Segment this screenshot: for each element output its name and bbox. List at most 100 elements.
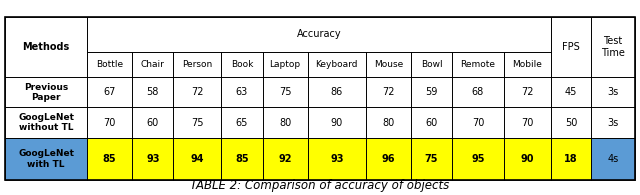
Text: 58: 58 bbox=[147, 87, 159, 97]
Text: Laptop: Laptop bbox=[269, 60, 301, 69]
Bar bbox=[452, 138, 504, 180]
Text: 72: 72 bbox=[522, 87, 534, 97]
Text: 67: 67 bbox=[104, 87, 116, 97]
Text: 4s: 4s bbox=[607, 154, 618, 164]
Bar bbox=[173, 52, 221, 77]
Text: GoogLeNet
with TL: GoogLeNet with TL bbox=[18, 149, 74, 169]
Bar bbox=[366, 138, 411, 180]
Bar bbox=[591, 77, 635, 107]
Bar bbox=[221, 77, 262, 107]
Bar bbox=[366, 52, 411, 77]
Bar bbox=[132, 52, 173, 77]
Bar bbox=[307, 107, 366, 138]
Text: 86: 86 bbox=[331, 87, 343, 97]
Bar bbox=[262, 138, 307, 180]
Bar bbox=[552, 107, 591, 138]
Text: 60: 60 bbox=[147, 118, 159, 128]
Text: 85: 85 bbox=[235, 154, 249, 164]
Bar bbox=[504, 138, 552, 180]
Bar bbox=[132, 77, 173, 107]
Text: 63: 63 bbox=[236, 87, 248, 97]
Text: 92: 92 bbox=[278, 154, 292, 164]
Text: 3s: 3s bbox=[607, 118, 618, 128]
Bar bbox=[173, 77, 221, 107]
Bar bbox=[262, 52, 307, 77]
Text: Mouse: Mouse bbox=[374, 60, 403, 69]
Bar bbox=[87, 107, 132, 138]
Bar bbox=[366, 107, 411, 138]
Bar bbox=[307, 52, 366, 77]
Bar bbox=[221, 138, 262, 180]
Bar bbox=[591, 138, 635, 180]
Text: Test
Time: Test Time bbox=[601, 36, 625, 58]
Bar bbox=[87, 138, 132, 180]
Text: 75: 75 bbox=[279, 87, 291, 97]
Bar bbox=[411, 138, 452, 180]
Text: 80: 80 bbox=[279, 118, 291, 128]
Text: 59: 59 bbox=[426, 87, 438, 97]
Bar bbox=[173, 107, 221, 138]
Bar bbox=[5, 77, 87, 107]
Bar bbox=[552, 17, 591, 77]
Bar bbox=[591, 107, 635, 138]
Text: 93: 93 bbox=[146, 154, 159, 164]
Text: 70: 70 bbox=[104, 118, 116, 128]
Bar bbox=[5, 17, 635, 180]
Bar bbox=[221, 138, 262, 180]
Bar bbox=[5, 138, 87, 180]
Text: 72: 72 bbox=[191, 87, 204, 97]
Bar bbox=[552, 138, 591, 180]
Bar bbox=[87, 138, 132, 180]
Text: Person: Person bbox=[182, 60, 212, 69]
Bar bbox=[132, 138, 173, 180]
Text: 72: 72 bbox=[382, 87, 395, 97]
Bar bbox=[262, 77, 307, 107]
Bar bbox=[5, 107, 87, 138]
Text: Methods: Methods bbox=[22, 42, 70, 52]
Bar bbox=[411, 107, 452, 138]
Text: Accuracy: Accuracy bbox=[297, 29, 342, 39]
Text: 70: 70 bbox=[522, 118, 534, 128]
Bar bbox=[411, 77, 452, 107]
Text: Chair: Chair bbox=[141, 60, 164, 69]
Bar bbox=[87, 52, 132, 77]
Bar bbox=[132, 138, 173, 180]
Bar bbox=[411, 138, 452, 180]
Text: Remote: Remote bbox=[460, 60, 495, 69]
Text: 18: 18 bbox=[564, 154, 578, 164]
Text: 75: 75 bbox=[191, 118, 204, 128]
Bar bbox=[221, 52, 262, 77]
Text: Mobile: Mobile bbox=[513, 60, 543, 69]
Text: Previous
Paper: Previous Paper bbox=[24, 83, 68, 102]
Text: Book: Book bbox=[230, 60, 253, 69]
Text: 50: 50 bbox=[565, 118, 577, 128]
Text: TABLE 2: Comparison of accuracy of objects: TABLE 2: Comparison of accuracy of objec… bbox=[190, 179, 450, 192]
Bar bbox=[5, 17, 87, 77]
Text: 45: 45 bbox=[565, 87, 577, 97]
Text: 65: 65 bbox=[236, 118, 248, 128]
Text: FPS: FPS bbox=[562, 42, 580, 52]
Bar bbox=[173, 138, 221, 180]
Text: GoogLeNet
without TL: GoogLeNet without TL bbox=[18, 113, 74, 132]
Bar bbox=[5, 138, 87, 180]
Bar bbox=[504, 138, 552, 180]
Bar bbox=[87, 77, 132, 107]
Bar bbox=[307, 138, 366, 180]
Text: 75: 75 bbox=[425, 154, 438, 164]
Bar bbox=[504, 52, 552, 77]
Text: 96: 96 bbox=[381, 154, 396, 164]
Bar bbox=[452, 138, 504, 180]
Text: Bottle: Bottle bbox=[96, 60, 123, 69]
Bar bbox=[173, 138, 221, 180]
Bar bbox=[366, 138, 411, 180]
Bar bbox=[366, 77, 411, 107]
Bar bbox=[552, 138, 591, 180]
Text: 60: 60 bbox=[426, 118, 438, 128]
Bar bbox=[591, 17, 635, 77]
Bar bbox=[452, 52, 504, 77]
Bar bbox=[221, 107, 262, 138]
Text: 3s: 3s bbox=[607, 87, 618, 97]
Bar bbox=[591, 138, 635, 180]
Bar bbox=[307, 138, 366, 180]
Text: 94: 94 bbox=[191, 154, 204, 164]
